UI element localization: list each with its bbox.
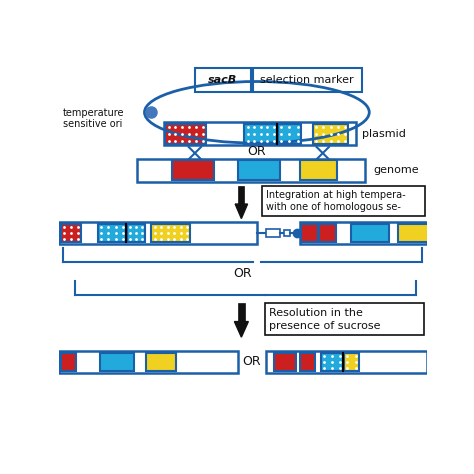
Bar bbox=[172, 160, 214, 180]
Bar bbox=[164, 122, 356, 146]
Bar bbox=[238, 302, 245, 321]
Bar bbox=[264, 302, 423, 335]
Bar bbox=[146, 353, 175, 371]
Bar bbox=[266, 229, 280, 237]
Text: Integration at high tempera-: Integration at high tempera- bbox=[266, 191, 406, 201]
Bar bbox=[284, 230, 290, 237]
Text: selection marker: selection marker bbox=[260, 75, 354, 85]
Bar bbox=[61, 224, 81, 242]
Bar bbox=[253, 68, 362, 91]
Bar bbox=[152, 224, 190, 242]
Bar bbox=[61, 353, 76, 371]
Bar bbox=[98, 224, 126, 242]
Polygon shape bbox=[235, 321, 248, 337]
Bar bbox=[398, 224, 429, 242]
Bar bbox=[313, 124, 348, 144]
Bar bbox=[351, 224, 389, 242]
Bar bbox=[321, 353, 343, 371]
Bar bbox=[301, 224, 318, 242]
Text: with one of homologous se-: with one of homologous se- bbox=[266, 202, 401, 212]
Bar bbox=[59, 351, 237, 373]
Bar bbox=[262, 186, 425, 216]
Bar bbox=[165, 124, 206, 144]
Bar bbox=[266, 351, 427, 373]
Bar bbox=[195, 68, 251, 91]
Bar bbox=[300, 222, 427, 244]
Text: plasmid: plasmid bbox=[362, 129, 406, 139]
Bar bbox=[344, 353, 359, 371]
Text: presence of sucrose: presence of sucrose bbox=[269, 320, 381, 330]
Text: OR: OR bbox=[234, 267, 252, 280]
Bar bbox=[274, 353, 296, 371]
Bar bbox=[127, 224, 145, 242]
Bar bbox=[300, 160, 337, 180]
Text: genome: genome bbox=[373, 165, 419, 175]
Bar bbox=[59, 222, 257, 244]
Text: OR: OR bbox=[242, 356, 261, 368]
Text: Resolution in the: Resolution in the bbox=[269, 308, 363, 318]
Polygon shape bbox=[235, 204, 247, 219]
Text: temperature
sensitive ori: temperature sensitive ori bbox=[63, 108, 125, 129]
Bar bbox=[245, 124, 277, 144]
Bar bbox=[278, 124, 301, 144]
Bar bbox=[238, 186, 245, 204]
Text: OR: OR bbox=[247, 145, 266, 158]
Bar bbox=[319, 224, 336, 242]
Bar bbox=[237, 160, 280, 180]
Text: sacB: sacB bbox=[208, 75, 237, 85]
Bar bbox=[137, 158, 365, 182]
Bar bbox=[300, 353, 315, 371]
Bar bbox=[100, 353, 135, 371]
